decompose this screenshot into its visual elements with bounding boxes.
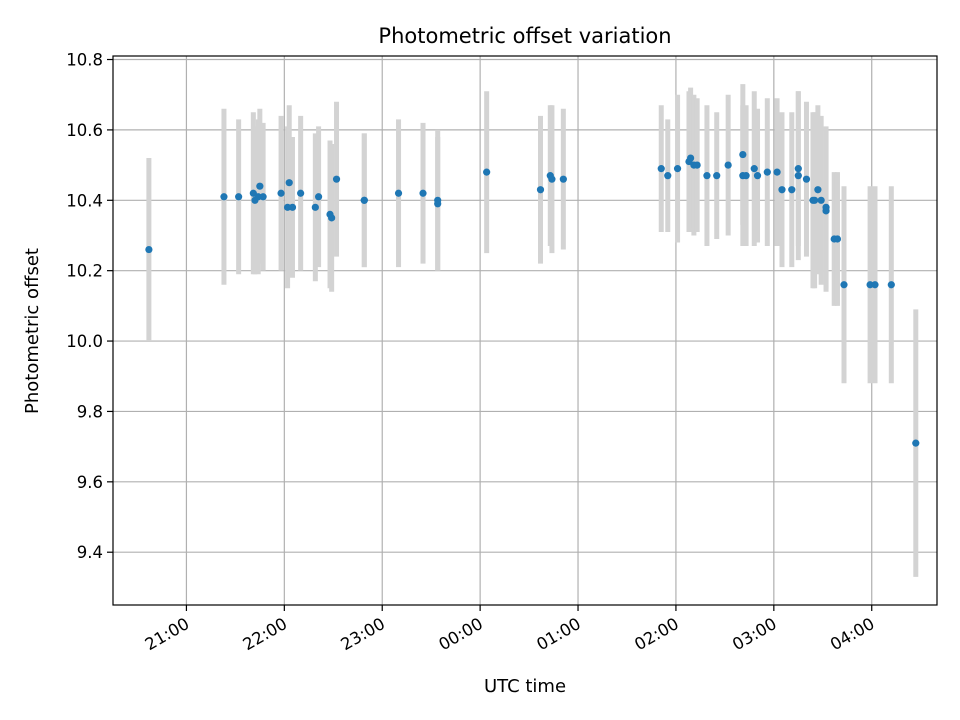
data-point <box>739 150 747 159</box>
data-point <box>664 172 672 180</box>
data-point <box>536 186 545 194</box>
chart-title: Photometric offset variation <box>378 24 671 48</box>
data-point <box>657 165 665 173</box>
data-point <box>887 281 895 289</box>
data-point <box>750 165 758 173</box>
data-point <box>693 161 701 169</box>
data-point <box>145 245 153 254</box>
data-point <box>687 154 695 162</box>
data-point <box>817 196 825 204</box>
data-point <box>811 196 819 204</box>
data-points <box>145 150 920 447</box>
data-point <box>673 165 682 173</box>
data-point <box>871 281 879 289</box>
data-point <box>311 203 319 211</box>
data-point <box>277 189 285 197</box>
data-point <box>360 196 368 204</box>
data-point <box>822 203 830 211</box>
data-point <box>314 193 323 201</box>
y-tick-label: 9.8 <box>77 402 103 421</box>
data-point <box>328 214 336 222</box>
y-axis: 9.4 9.6 9.8 10.0 10.2 10.4 10.6 10.8 <box>66 51 113 562</box>
y-tick-label: 10.6 <box>66 121 103 140</box>
data-point <box>802 175 811 183</box>
grid <box>113 56 937 605</box>
data-point <box>794 165 802 173</box>
data-point <box>833 235 842 243</box>
y-tick-label: 9.4 <box>77 543 103 562</box>
data-point <box>773 168 781 176</box>
data-point <box>548 175 556 183</box>
data-point <box>220 193 228 201</box>
data-point <box>259 193 267 201</box>
y-axis-label: Photometric offset <box>22 248 43 414</box>
x-axis-label: UTC time <box>484 676 566 697</box>
data-point <box>840 281 848 289</box>
y-tick-label: 10.0 <box>66 332 103 351</box>
data-point <box>753 172 762 180</box>
data-point <box>419 189 427 197</box>
data-point <box>559 175 567 183</box>
data-point <box>763 168 771 176</box>
data-point <box>788 186 796 194</box>
data-point <box>288 203 297 211</box>
data-point <box>778 186 786 194</box>
data-point <box>724 161 732 169</box>
y-tick-label: 10.4 <box>66 191 103 210</box>
data-point <box>794 172 802 180</box>
y-tick-label: 10.8 <box>66 51 103 70</box>
data-point <box>912 439 920 447</box>
data-point <box>332 175 341 183</box>
data-point <box>814 186 822 194</box>
data-point <box>297 189 305 197</box>
data-point <box>713 172 721 180</box>
data-point <box>434 200 442 208</box>
data-point <box>703 172 711 180</box>
data-point <box>285 179 293 187</box>
data-point <box>235 193 243 201</box>
plot-area-frame <box>112 55 938 606</box>
y-tick-label: 9.6 <box>77 473 103 492</box>
data-point <box>483 168 491 176</box>
data-point <box>256 182 264 190</box>
data-point <box>394 189 403 197</box>
y-tick-label: 10.2 <box>66 262 103 281</box>
data-point <box>742 172 750 180</box>
